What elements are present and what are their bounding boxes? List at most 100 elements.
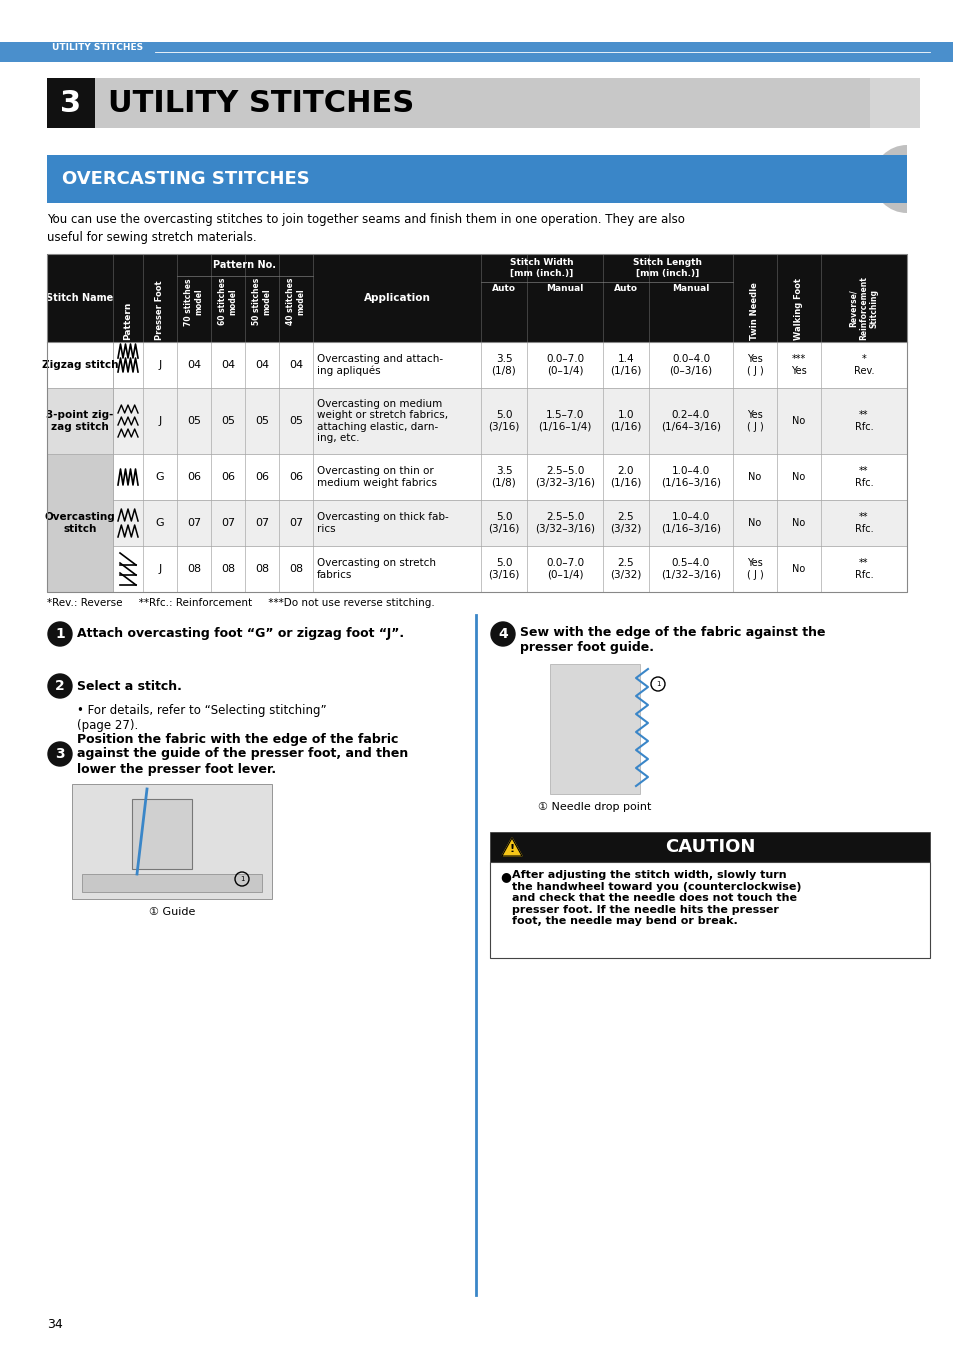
Text: 04: 04	[187, 360, 201, 369]
Text: ① Needle drop point: ① Needle drop point	[537, 802, 651, 811]
Text: No: No	[792, 518, 804, 528]
Bar	[47, 342, 906, 388]
Text: 5.0
(3/16): 5.0 (3/16)	[488, 512, 519, 534]
Text: 04: 04	[254, 360, 269, 369]
Text: Position the fabric with the edge of the fabric
against the guide of the presser: Position the fabric with the edge of the…	[77, 732, 408, 775]
Text: 2.5–5.0
(3/32–3/16): 2.5–5.0 (3/32–3/16)	[535, 466, 595, 488]
Bar	[47, 546, 906, 592]
Text: ***
Yes: *** Yes	[790, 355, 806, 376]
Text: 0.0–7.0
(0–1/4): 0.0–7.0 (0–1/4)	[545, 355, 583, 376]
Text: No: No	[792, 563, 804, 574]
Bar	[82, 874, 262, 892]
Bar	[490, 861, 929, 958]
Text: *
Rev.: * Rev.	[853, 355, 873, 376]
Circle shape	[48, 741, 71, 766]
Text: 3: 3	[60, 89, 81, 117]
Text: Application: Application	[363, 293, 430, 303]
Bar	[0, 42, 953, 62]
Bar	[47, 500, 906, 546]
Text: Overcasting
stitch: Overcasting stitch	[45, 512, 115, 534]
Text: 07: 07	[254, 518, 269, 528]
Text: 06: 06	[254, 472, 269, 483]
Text: J: J	[158, 563, 161, 574]
Text: 07: 07	[221, 518, 234, 528]
Text: UTILITY STITCHES: UTILITY STITCHES	[52, 43, 143, 53]
Text: 3: 3	[55, 747, 65, 762]
Text: Auto: Auto	[614, 284, 638, 293]
Text: ① Guide: ① Guide	[149, 907, 195, 917]
Text: 3.5
(1/8): 3.5 (1/8)	[491, 466, 516, 488]
Text: G: G	[155, 518, 164, 528]
Bar	[47, 78, 916, 128]
Text: Reverse/
Reinforcement
Stitching: Reverse/ Reinforcement Stitching	[848, 276, 878, 340]
Text: You can use the overcasting stitches to join together seams and finish them in o: You can use the overcasting stitches to …	[47, 213, 684, 226]
Circle shape	[48, 674, 71, 698]
Text: • For details, refer to “Selecting stitching”
(page 27).: • For details, refer to “Selecting stitc…	[77, 704, 326, 732]
Text: 2.5–5.0
(3/32–3/16): 2.5–5.0 (3/32–3/16)	[535, 512, 595, 534]
Bar	[872, 155, 906, 204]
Text: Manual: Manual	[672, 284, 709, 293]
Text: Attach overcasting foot “G” or zigzag foot “J”.: Attach overcasting foot “G” or zigzag fo…	[77, 628, 404, 640]
Text: 1: 1	[655, 681, 659, 687]
Text: 04: 04	[221, 360, 234, 369]
Text: 06: 06	[221, 472, 234, 483]
Text: Pattern: Pattern	[123, 302, 132, 340]
Text: No: No	[792, 417, 804, 426]
Text: Walking Foot: Walking Foot	[794, 278, 802, 340]
Text: 07: 07	[187, 518, 201, 528]
Bar	[47, 155, 906, 204]
Bar	[47, 78, 95, 128]
Bar	[71, 785, 272, 899]
Text: Overcasting on thick fab-
rics: Overcasting on thick fab- rics	[316, 512, 448, 534]
Text: Stitch Name: Stitch Name	[47, 293, 113, 303]
Text: 06: 06	[187, 472, 201, 483]
Text: 1.0–4.0
(1/16–3/16): 1.0–4.0 (1/16–3/16)	[660, 466, 720, 488]
Text: J: J	[158, 417, 161, 426]
Text: Yes
( J ): Yes ( J )	[746, 355, 762, 376]
Text: 2.5
(3/32): 2.5 (3/32)	[610, 558, 641, 580]
Text: 70 stitches
model: 70 stitches model	[184, 278, 204, 325]
Text: 1: 1	[239, 876, 244, 882]
Text: Zigzag stitch: Zigzag stitch	[42, 360, 118, 369]
Bar	[550, 665, 639, 794]
Text: Yes
( J ): Yes ( J )	[746, 558, 762, 580]
Text: !: !	[509, 844, 514, 855]
Text: useful for sewing stretch materials.: useful for sewing stretch materials.	[47, 231, 256, 244]
Bar	[132, 799, 192, 869]
Text: 0.0–4.0
(0–3/16): 0.0–4.0 (0–3/16)	[669, 355, 712, 376]
Text: *Rev.: Reverse     **Rfc.: Reinforcement     ***Do not use reverse stitching.: *Rev.: Reverse **Rfc.: Reinforcement ***…	[47, 599, 435, 608]
Circle shape	[491, 621, 515, 646]
Text: Pattern No.: Pattern No.	[213, 260, 276, 270]
Text: G: G	[155, 472, 164, 483]
Text: 08: 08	[221, 563, 234, 574]
Text: 1.4
(1/16): 1.4 (1/16)	[610, 355, 641, 376]
Bar	[47, 253, 906, 592]
Text: ●: ●	[499, 869, 511, 883]
Text: 3.5
(1/8): 3.5 (1/8)	[491, 355, 516, 376]
Text: 50 stitches
model: 50 stitches model	[252, 278, 272, 325]
Text: 07: 07	[289, 518, 303, 528]
Text: 2: 2	[55, 679, 65, 693]
Text: 05: 05	[254, 417, 269, 426]
Text: 05: 05	[289, 417, 303, 426]
Text: 0.5–4.0
(1/32–3/16): 0.5–4.0 (1/32–3/16)	[660, 558, 720, 580]
Text: Overcasting on stretch
fabrics: Overcasting on stretch fabrics	[316, 558, 436, 580]
Text: 5.0
(3/16): 5.0 (3/16)	[488, 410, 519, 431]
Text: Presser Foot: Presser Foot	[155, 280, 164, 340]
Text: Select a stitch.: Select a stitch.	[77, 679, 182, 693]
Polygon shape	[501, 838, 521, 856]
Text: Stitch Length
[mm (inch.)]: Stitch Length [mm (inch.)]	[633, 257, 701, 278]
Text: 04: 04	[289, 360, 303, 369]
Text: **
Rfc.: ** Rfc.	[854, 512, 872, 534]
Text: 08: 08	[254, 563, 269, 574]
Text: 4: 4	[497, 627, 507, 642]
Text: Manual: Manual	[546, 284, 583, 293]
Text: 1: 1	[55, 627, 65, 642]
Text: 3-point zig-
zag stitch: 3-point zig- zag stitch	[47, 410, 113, 431]
Text: OVERCASTING STITCHES: OVERCASTING STITCHES	[62, 170, 310, 187]
Text: 05: 05	[187, 417, 201, 426]
Bar	[47, 253, 906, 342]
Text: No: No	[792, 472, 804, 483]
Text: 08: 08	[289, 563, 303, 574]
Bar	[869, 78, 919, 128]
